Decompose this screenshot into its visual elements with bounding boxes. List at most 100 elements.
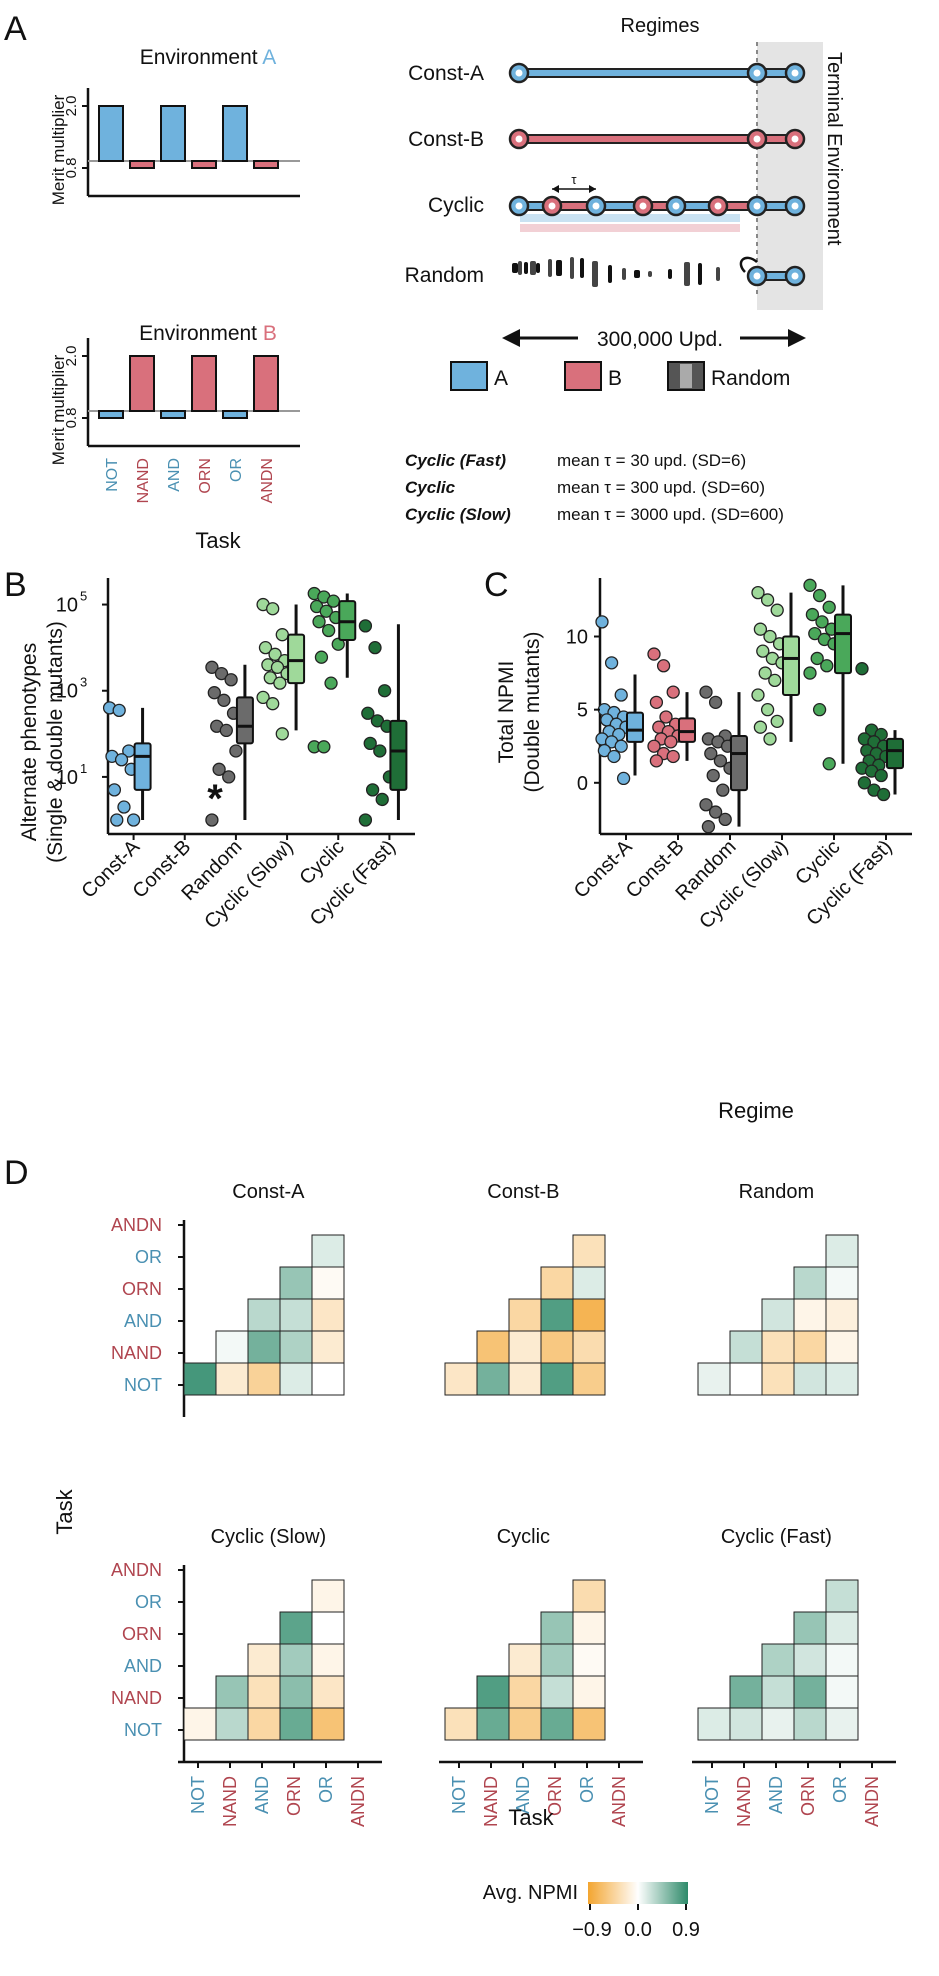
heat-cell-cyclic-fast-nand-orn (761, 1675, 795, 1709)
const-b-node-end-core (791, 135, 799, 143)
point-random-9 (706, 768, 720, 783)
point-cyclic-slow-10 (768, 673, 782, 688)
heat-x-label-cyclic-or: OR (577, 1776, 597, 1803)
random-mark-8 (580, 258, 584, 278)
point-cyclic-fast-2 (377, 684, 392, 698)
span-label: 300,000 Upd. (597, 328, 723, 351)
point-cyclic-1 (812, 588, 827, 603)
point-cyclic-slow-4 (268, 647, 282, 661)
heat-x-label-cyclic-fast-orn: ORN (798, 1776, 818, 1816)
point-random-11 (699, 798, 713, 812)
point-cyclic-3 (805, 607, 820, 622)
point-const-b-4 (659, 710, 673, 724)
note-name-cyclic: Cyclic (405, 478, 456, 497)
heat-x-label-cyclic-fast-or: OR (830, 1776, 850, 1803)
legend-label-random: Random (711, 367, 790, 390)
merit-tick-label-08: 0.8 (63, 408, 80, 429)
point-cyclic-fast-9 (365, 783, 380, 797)
heat-cell-cyclic-slow-orn-or (279, 1611, 313, 1645)
random-mark-11 (622, 268, 626, 280)
point-cyclic-fast-16 (876, 787, 891, 802)
heat-cell-random-nand-orn (761, 1330, 795, 1364)
panel-d-y-title: Task (52, 1488, 77, 1534)
heat-cell-cyclic-fast-not-or (793, 1707, 827, 1741)
heat-cell-cyclic-fast-nand-and (729, 1675, 763, 1709)
point-random-10 (716, 783, 730, 797)
point-random-0 (205, 660, 219, 674)
heat-cell-random-or-andn (825, 1234, 859, 1268)
box-cyclic-slow (287, 633, 306, 685)
heat-cell-cyclic-fast-and-orn (761, 1643, 795, 1677)
point-cyclic-9 (314, 650, 329, 664)
heat-cell-const-b-nand-or (540, 1330, 574, 1364)
heat-cell-const-b-nand-andn (572, 1330, 606, 1364)
point-cyclic-slow-3 (258, 640, 273, 655)
panel-d-letter: D (4, 1154, 29, 1192)
c-y-tick-label-0: 0 (577, 773, 588, 795)
regime-timelines (508, 62, 806, 287)
const-b-node-start-core (515, 135, 523, 143)
regime-label-const-a: Const-A (408, 62, 484, 85)
panel-d-x-title: Task (508, 1805, 554, 1830)
panel-c-ylabel-1: Total NPMI (495, 661, 518, 764)
heat-cell-cyclic-or-andn (572, 1579, 606, 1613)
tau-arrow: τ (552, 172, 596, 193)
heat-x-label-cyclic-orn: ORN (545, 1776, 565, 1816)
point-const-a-4 (114, 753, 129, 767)
npmi-legend-label-zero: 0.0 (624, 1919, 652, 1941)
heat-cell-cyclic-fast-not-andn (825, 1707, 859, 1741)
point-const-b-0 (647, 647, 661, 661)
heat-cell-cyclic-fast-orn-or (793, 1611, 827, 1645)
heat-cell-cyclic-slow-not-and (215, 1707, 249, 1741)
b-y-tick-label-1: 10 (56, 767, 78, 789)
random-end-curve (739, 256, 758, 273)
point-random-9 (212, 762, 226, 776)
heat-y-label-const-a-not: NOT (124, 1375, 162, 1395)
heat-cell-const-b-not-andn (572, 1362, 606, 1396)
b-y-tick-label-3: 10 (56, 681, 78, 703)
const-a-node-switch-core (753, 69, 761, 77)
cyclic-node-7-core (791, 202, 799, 210)
heat-cell-random-nand-andn (825, 1330, 859, 1364)
heat-cell-cyclic-and-or (540, 1643, 574, 1677)
point-cyclic-4 (815, 615, 829, 629)
merit-bar-and (160, 410, 186, 419)
panel-c-x-title: Regime (718, 1098, 794, 1123)
point-cyclic-slow-10 (273, 676, 287, 690)
b-y-tick-exp-3: 3 (80, 675, 87, 690)
heat-cell-const-a-not-or (279, 1362, 313, 1396)
box-const-a (133, 742, 152, 791)
random-mark-2 (524, 262, 528, 274)
heat-cell-random-orn-or (793, 1266, 827, 1300)
heat-x-label-cyclic-slow-not: NOT (188, 1776, 208, 1814)
heat-cell-random-not-orn (761, 1362, 795, 1396)
heat-cell-cyclic-slow-not-nand (183, 1707, 217, 1741)
random-mark-15 (684, 262, 690, 286)
b-y-tick-exp-1: 1 (80, 761, 87, 776)
heat-cell-cyclic-not-or (540, 1707, 574, 1741)
heat-x-label-cyclic-nand: NAND (481, 1776, 501, 1827)
point-cyclic-fast-13 (874, 768, 888, 783)
point-random-7 (713, 754, 728, 768)
point-const-a-8 (126, 813, 141, 827)
point-const-a-1 (112, 703, 126, 718)
env-task-label-nand: NAND (135, 458, 152, 503)
point-random-6 (704, 746, 718, 761)
heat-cell-cyclic-slow-nand-or (279, 1675, 313, 1709)
random-mark-1 (518, 261, 522, 275)
panel-b-letter: B (4, 566, 27, 604)
npmi-legend-label-pos: 0.9 (672, 1919, 700, 1941)
heat-y-label-cyclic-slow-or: OR (135, 1592, 162, 1612)
point-cyclic-slow-0 (751, 585, 765, 600)
legend-label-a: A (494, 367, 508, 390)
point-cyclic-slow-9 (758, 666, 772, 680)
heatmap-title-const-a: Const-A (232, 1181, 305, 1203)
box-cyclic-fast (389, 719, 408, 791)
point-random-11 (205, 813, 219, 827)
heat-cell-cyclic-slow-not-or (279, 1707, 313, 1741)
heat-cell-cyclic-and-andn (572, 1643, 606, 1677)
heat-cell-const-a-not-nand (183, 1362, 217, 1396)
cyclic-node-0-core (515, 202, 523, 210)
heat-y-label-const-a-and: AND (124, 1311, 162, 1331)
